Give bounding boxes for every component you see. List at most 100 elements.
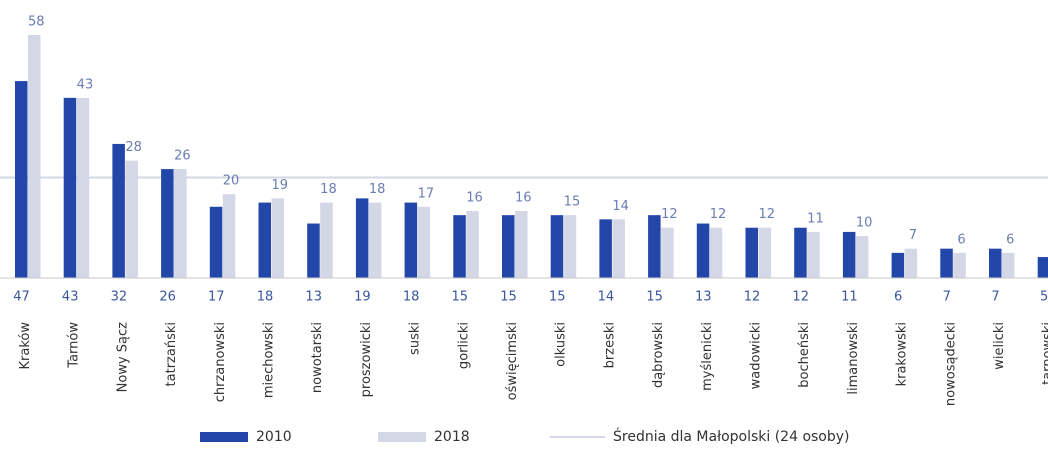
bar	[842, 231, 856, 278]
value-label: 7	[943, 290, 951, 305]
x-tick-label: chrzanowski	[213, 322, 228, 402]
value-label: 11	[841, 290, 858, 305]
bar	[15, 81, 28, 278]
bar	[940, 248, 953, 278]
bar	[112, 143, 125, 278]
value-label: 14	[598, 290, 615, 305]
bar	[891, 252, 905, 278]
bar	[904, 248, 918, 278]
x-tick-label: tarnowski	[1041, 322, 1048, 385]
value-label: 15	[646, 290, 663, 305]
bar	[989, 248, 1002, 278]
value-label: 18	[257, 290, 274, 305]
value-label: 26	[159, 290, 176, 305]
value-label: 20	[223, 174, 240, 189]
bar	[355, 198, 369, 278]
bar	[258, 202, 271, 278]
bar	[599, 219, 612, 278]
bar	[63, 97, 77, 279]
x-tick-label: miechowski	[262, 322, 277, 398]
value-label: 15	[564, 195, 581, 210]
value-label: 7	[991, 290, 999, 305]
value-label: 16	[466, 190, 483, 205]
x-tick-label: tatrzański	[164, 322, 179, 386]
bar	[453, 215, 466, 278]
legend-swatch	[200, 432, 248, 442]
value-label: 15	[549, 290, 566, 305]
value-label: 5	[1040, 290, 1048, 305]
bar	[709, 227, 723, 278]
value-label: 15	[452, 290, 469, 305]
bar	[1037, 257, 1048, 278]
value-label: 26	[174, 149, 191, 164]
x-tick-label: Kraków	[18, 322, 33, 370]
legend-swatch	[378, 432, 426, 442]
value-label: 12	[758, 207, 775, 222]
bar	[404, 202, 418, 278]
value-label: 12	[792, 290, 809, 305]
legend-label: 2010	[256, 429, 292, 445]
value-label: 6	[957, 232, 965, 247]
x-tick-label: Tarnów	[67, 322, 82, 369]
bar	[502, 215, 515, 278]
x-tick-label: olkuski	[554, 322, 569, 367]
x-tick-label: limanowski	[846, 322, 861, 395]
x-tick-label: wielicki	[992, 322, 1007, 370]
x-tick-label: brzeski	[602, 322, 617, 368]
bar	[758, 227, 771, 278]
value-label: 19	[271, 178, 288, 193]
bar	[648, 215, 661, 278]
value-label: 18	[369, 182, 386, 197]
x-tick-label: Nowy Sącz	[115, 322, 130, 393]
value-label: 10	[856, 216, 873, 231]
value-label: 13	[695, 290, 712, 305]
value-label: 11	[807, 211, 824, 226]
bar	[222, 194, 236, 278]
x-tick-label: wadowicki	[749, 322, 764, 389]
bar	[125, 160, 138, 278]
legend-label: Średnia dla Małopolski (24 osoby)	[613, 427, 850, 445]
value-label: 17	[418, 186, 435, 201]
bar	[209, 206, 223, 278]
value-label: 15	[500, 290, 517, 305]
bar	[794, 227, 807, 278]
value-label: 12	[744, 290, 761, 305]
x-tick-label: dąbrowski	[651, 322, 666, 388]
bar	[550, 215, 564, 278]
value-label: 19	[354, 290, 371, 305]
bar	[368, 202, 382, 278]
value-label: 12	[710, 207, 727, 222]
value-label: 6	[894, 290, 902, 305]
bar	[661, 227, 674, 278]
x-tick-label: myślenicki	[700, 322, 715, 391]
x-tick-label: krakowski	[895, 322, 910, 386]
x-tick-label: oświęcimski	[505, 322, 520, 400]
value-label: 6	[1006, 232, 1014, 247]
value-label: 17	[208, 290, 225, 305]
x-tick-label: gorlicki	[456, 322, 471, 369]
bar	[417, 206, 431, 278]
x-tick-label: suski	[408, 322, 423, 355]
x-tick-label: bocheński	[797, 322, 812, 388]
value-label: 47	[13, 290, 30, 305]
bar	[1002, 252, 1015, 278]
bar	[953, 252, 966, 278]
bar	[807, 231, 820, 278]
bar	[320, 202, 333, 278]
bar	[271, 198, 284, 278]
value-label: 18	[403, 290, 420, 305]
bar	[612, 219, 625, 278]
value-label: 32	[111, 290, 128, 305]
value-label: 13	[305, 290, 322, 305]
value-label: 18	[320, 182, 337, 197]
x-tick-label: nowosądecki	[943, 322, 958, 406]
value-label: 16	[515, 190, 532, 205]
value-label: 12	[661, 207, 678, 222]
bar	[76, 97, 90, 279]
value-label: 43	[77, 77, 94, 92]
value-label: 14	[612, 199, 629, 214]
legend-label: 2018	[434, 429, 470, 445]
value-label: 28	[125, 140, 142, 155]
bar	[745, 227, 758, 278]
